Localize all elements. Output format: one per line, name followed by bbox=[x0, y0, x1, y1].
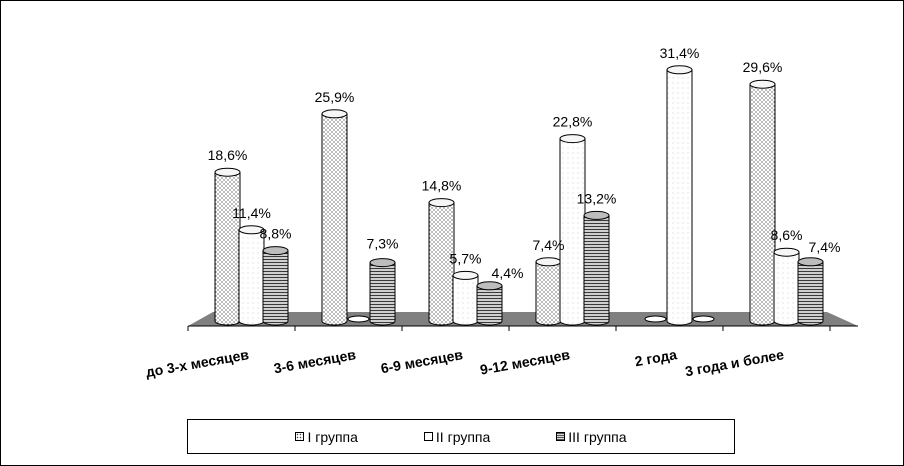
category-label: 6-9 месяцев bbox=[379, 346, 464, 376]
category-label: 3 года и более bbox=[684, 346, 785, 379]
bar-top bbox=[535, 257, 562, 267]
bar-top bbox=[749, 79, 776, 89]
bar-top bbox=[369, 258, 396, 268]
bar-s3-1 bbox=[262, 246, 289, 326]
legend: I группа II группа III группа bbox=[187, 419, 735, 454]
value-label: 7,3% bbox=[367, 236, 399, 252]
category-label: 3-6 месяцев bbox=[272, 346, 357, 376]
bar-body bbox=[214, 171, 241, 326]
bar-body bbox=[773, 251, 800, 326]
value-label: 25,9% bbox=[315, 89, 355, 105]
bar-s2-3 bbox=[452, 270, 479, 326]
bars-group bbox=[214, 65, 824, 326]
bar-top bbox=[214, 167, 241, 177]
bar-s3-3 bbox=[476, 281, 503, 326]
value-label: 7,4% bbox=[533, 237, 565, 253]
value-label: 22,8% bbox=[553, 114, 593, 130]
legend-item-series-2: II группа bbox=[423, 428, 491, 445]
bar-top bbox=[452, 270, 479, 280]
legend-item-series-3: III группа bbox=[556, 428, 627, 445]
bar-top bbox=[238, 225, 265, 235]
legend-swatch-series-2 bbox=[423, 432, 433, 441]
bar-s1-5 bbox=[644, 315, 667, 323]
bar-zero-disc bbox=[644, 315, 667, 323]
bar-zero-disc bbox=[692, 315, 715, 323]
legend-swatch-series-3 bbox=[556, 432, 566, 441]
value-labels-group: 18,6% 11,4% 8,8% 25,9% 7,3% 14,8% 5,7% 4,4% 7,4%… bbox=[208, 45, 841, 281]
legend-item-series-1: I группа bbox=[295, 428, 358, 445]
bar-s1-4 bbox=[535, 257, 562, 326]
value-label: 31,4% bbox=[660, 45, 700, 61]
bar-top bbox=[773, 247, 800, 257]
bar-top bbox=[428, 198, 455, 208]
value-label: 13,2% bbox=[577, 190, 617, 206]
bar-body bbox=[369, 262, 396, 326]
bar-top bbox=[666, 65, 693, 75]
bar-s1-3 bbox=[428, 198, 455, 326]
bar-top bbox=[797, 257, 824, 267]
bar-body bbox=[797, 261, 824, 326]
bar-s3-5 bbox=[692, 315, 715, 323]
value-label: 5,7% bbox=[450, 250, 482, 266]
bar-s2-5 bbox=[666, 65, 693, 326]
value-label: 8,8% bbox=[260, 226, 292, 242]
bar-s2-1 bbox=[238, 225, 265, 326]
bar-top bbox=[583, 210, 610, 220]
legend-swatch-series-1 bbox=[295, 432, 305, 441]
legend-label-series-3: III группа bbox=[568, 428, 627, 445]
bar-s2-4 bbox=[559, 134, 586, 326]
bar-s3-2 bbox=[369, 258, 396, 326]
bar-chart: 18,6% 11,4% 8,8% 25,9% 7,3% 14,8% 5,7% 4,4% 7,4%… bbox=[144, 45, 858, 380]
bar-s1-1 bbox=[214, 167, 241, 326]
value-label: 7,4% bbox=[809, 239, 841, 255]
legend-label-series-2: II группа bbox=[435, 428, 491, 445]
value-label: 4,4% bbox=[492, 265, 524, 281]
value-label: 29,6% bbox=[743, 59, 783, 75]
bar-body bbox=[535, 261, 562, 326]
bar-body bbox=[262, 250, 289, 326]
bar-body bbox=[476, 285, 503, 326]
bar-top bbox=[321, 109, 348, 119]
bar-body bbox=[666, 69, 693, 326]
legend-label-series-1: I группа bbox=[307, 428, 358, 445]
bar-top bbox=[476, 281, 503, 291]
category-label: 9-12 месяцев bbox=[479, 346, 572, 378]
value-label: 8,6% bbox=[771, 227, 803, 243]
bar-s3-6 bbox=[797, 257, 824, 326]
bar-s3-4 bbox=[583, 210, 610, 326]
bar-top bbox=[262, 246, 289, 256]
category-labels-group: до 3-х месяцев 3-6 месяцев 6-9 месяцев 9-12… bbox=[144, 346, 785, 380]
bar-s2-2 bbox=[347, 315, 370, 323]
category-label: до 3-х месяцев bbox=[144, 346, 250, 380]
value-label: 18,6% bbox=[208, 147, 248, 163]
bar-body bbox=[559, 138, 586, 326]
bar-s1-2 bbox=[321, 109, 348, 326]
bar-body bbox=[583, 214, 610, 326]
bar-body bbox=[452, 274, 479, 326]
value-label: 11,4% bbox=[232, 205, 271, 221]
bar-zero-disc bbox=[347, 315, 370, 323]
bar-top bbox=[559, 134, 586, 144]
value-label: 14,8% bbox=[422, 178, 462, 194]
bar-s1-6 bbox=[749, 79, 776, 326]
bar-body bbox=[321, 113, 348, 326]
bar-s2-6 bbox=[773, 247, 800, 326]
category-label: 2 года bbox=[634, 346, 679, 369]
bar-body bbox=[238, 229, 265, 326]
bar-body bbox=[749, 83, 776, 326]
